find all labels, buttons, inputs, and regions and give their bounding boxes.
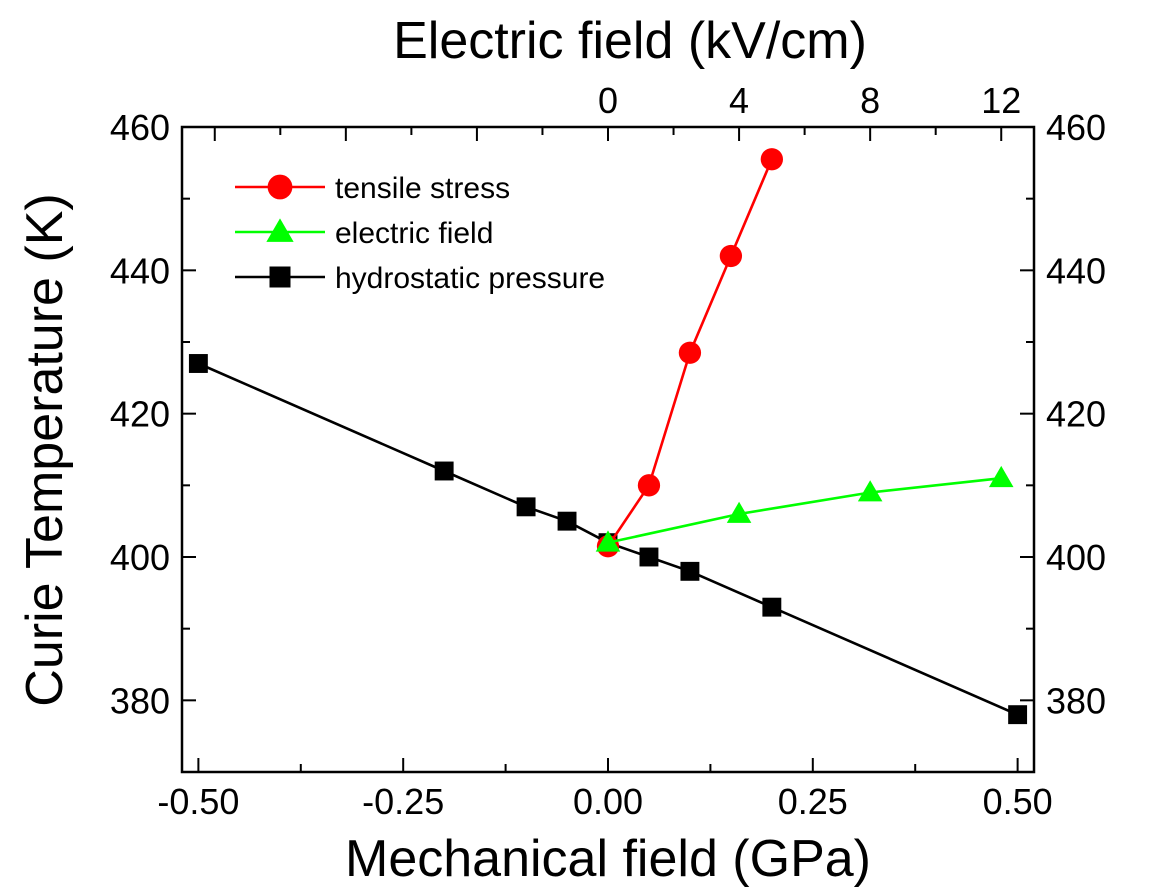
y-axis-title: Curie Temperature (K) (16, 193, 74, 706)
axis-tick-labels: -0.50 -0.25 0.00 0.25 0.50 0 4 8 12 380 380 400 400 4… (110, 80, 1106, 822)
y-tick-label: 400 (110, 537, 170, 578)
x2-tick-label: 4 (729, 80, 749, 121)
y2-tick-label: 460 (1046, 107, 1106, 148)
data-point-circle (719, 244, 743, 268)
legend-item: tensile stress (235, 172, 510, 205)
x2-axis-title: Electric field (kV/cm) (393, 12, 867, 70)
data-point-square (557, 511, 577, 531)
y-tick-label: 420 (110, 394, 170, 435)
x2-tick-label: 12 (981, 80, 1021, 121)
series-layer (188, 148, 1028, 725)
data-point-triangle (266, 218, 294, 242)
data-point-square (516, 497, 536, 517)
x-tick-label: 0.00 (573, 781, 643, 822)
data-point-triangle (988, 465, 1014, 488)
data-point-circle (760, 148, 784, 171)
data-point-triangle (726, 501, 752, 523)
plot-frame (180, 125, 1036, 774)
x-tick-label: 0.25 (778, 781, 848, 822)
y-tick-label: 380 (110, 680, 170, 721)
y2-tick-label: 440 (1046, 250, 1106, 291)
series-line (607, 476, 1002, 544)
y-tick-label: 440 (110, 250, 170, 291)
data-point-circle (267, 174, 293, 200)
data-point-square (269, 266, 291, 288)
series-tensile-stress (596, 148, 784, 558)
axis-ticks (182, 126, 1034, 773)
y2-tick-label: 420 (1046, 394, 1106, 435)
legend-item: hydrostatic pressure (235, 262, 605, 295)
legend-label: electric field (335, 217, 493, 250)
data-point-square (188, 354, 208, 373)
data-point-square (1008, 705, 1028, 725)
data-point-square (639, 547, 659, 567)
x-tick-label: -0.25 (362, 781, 444, 822)
data-point-square (680, 561, 700, 581)
legend-item: electric field (235, 217, 493, 250)
y2-tick-label: 400 (1046, 537, 1106, 578)
x-axis-title: Mechanical field (GPa) (345, 830, 871, 888)
legend: tensile stress electric field hydrostatic … (235, 172, 605, 295)
legend-label: hydrostatic pressure (335, 262, 605, 295)
x-tick-label: -0.50 (157, 781, 239, 822)
series-electric-field (595, 465, 1014, 552)
legend-label: tensile stress (335, 172, 510, 205)
data-point-circle (637, 474, 661, 497)
y-tick-label: 460 (110, 107, 170, 148)
data-point-square (434, 461, 454, 481)
data-point-square (762, 597, 782, 617)
x2-tick-label: 0 (598, 80, 618, 121)
x-tick-label: 0.50 (983, 781, 1053, 822)
x2-tick-label: 8 (860, 80, 880, 121)
data-point-triangle (857, 480, 883, 502)
data-point-triangle (595, 530, 621, 552)
y2-tick-label: 380 (1046, 680, 1106, 721)
data-point-circle (678, 341, 702, 364)
